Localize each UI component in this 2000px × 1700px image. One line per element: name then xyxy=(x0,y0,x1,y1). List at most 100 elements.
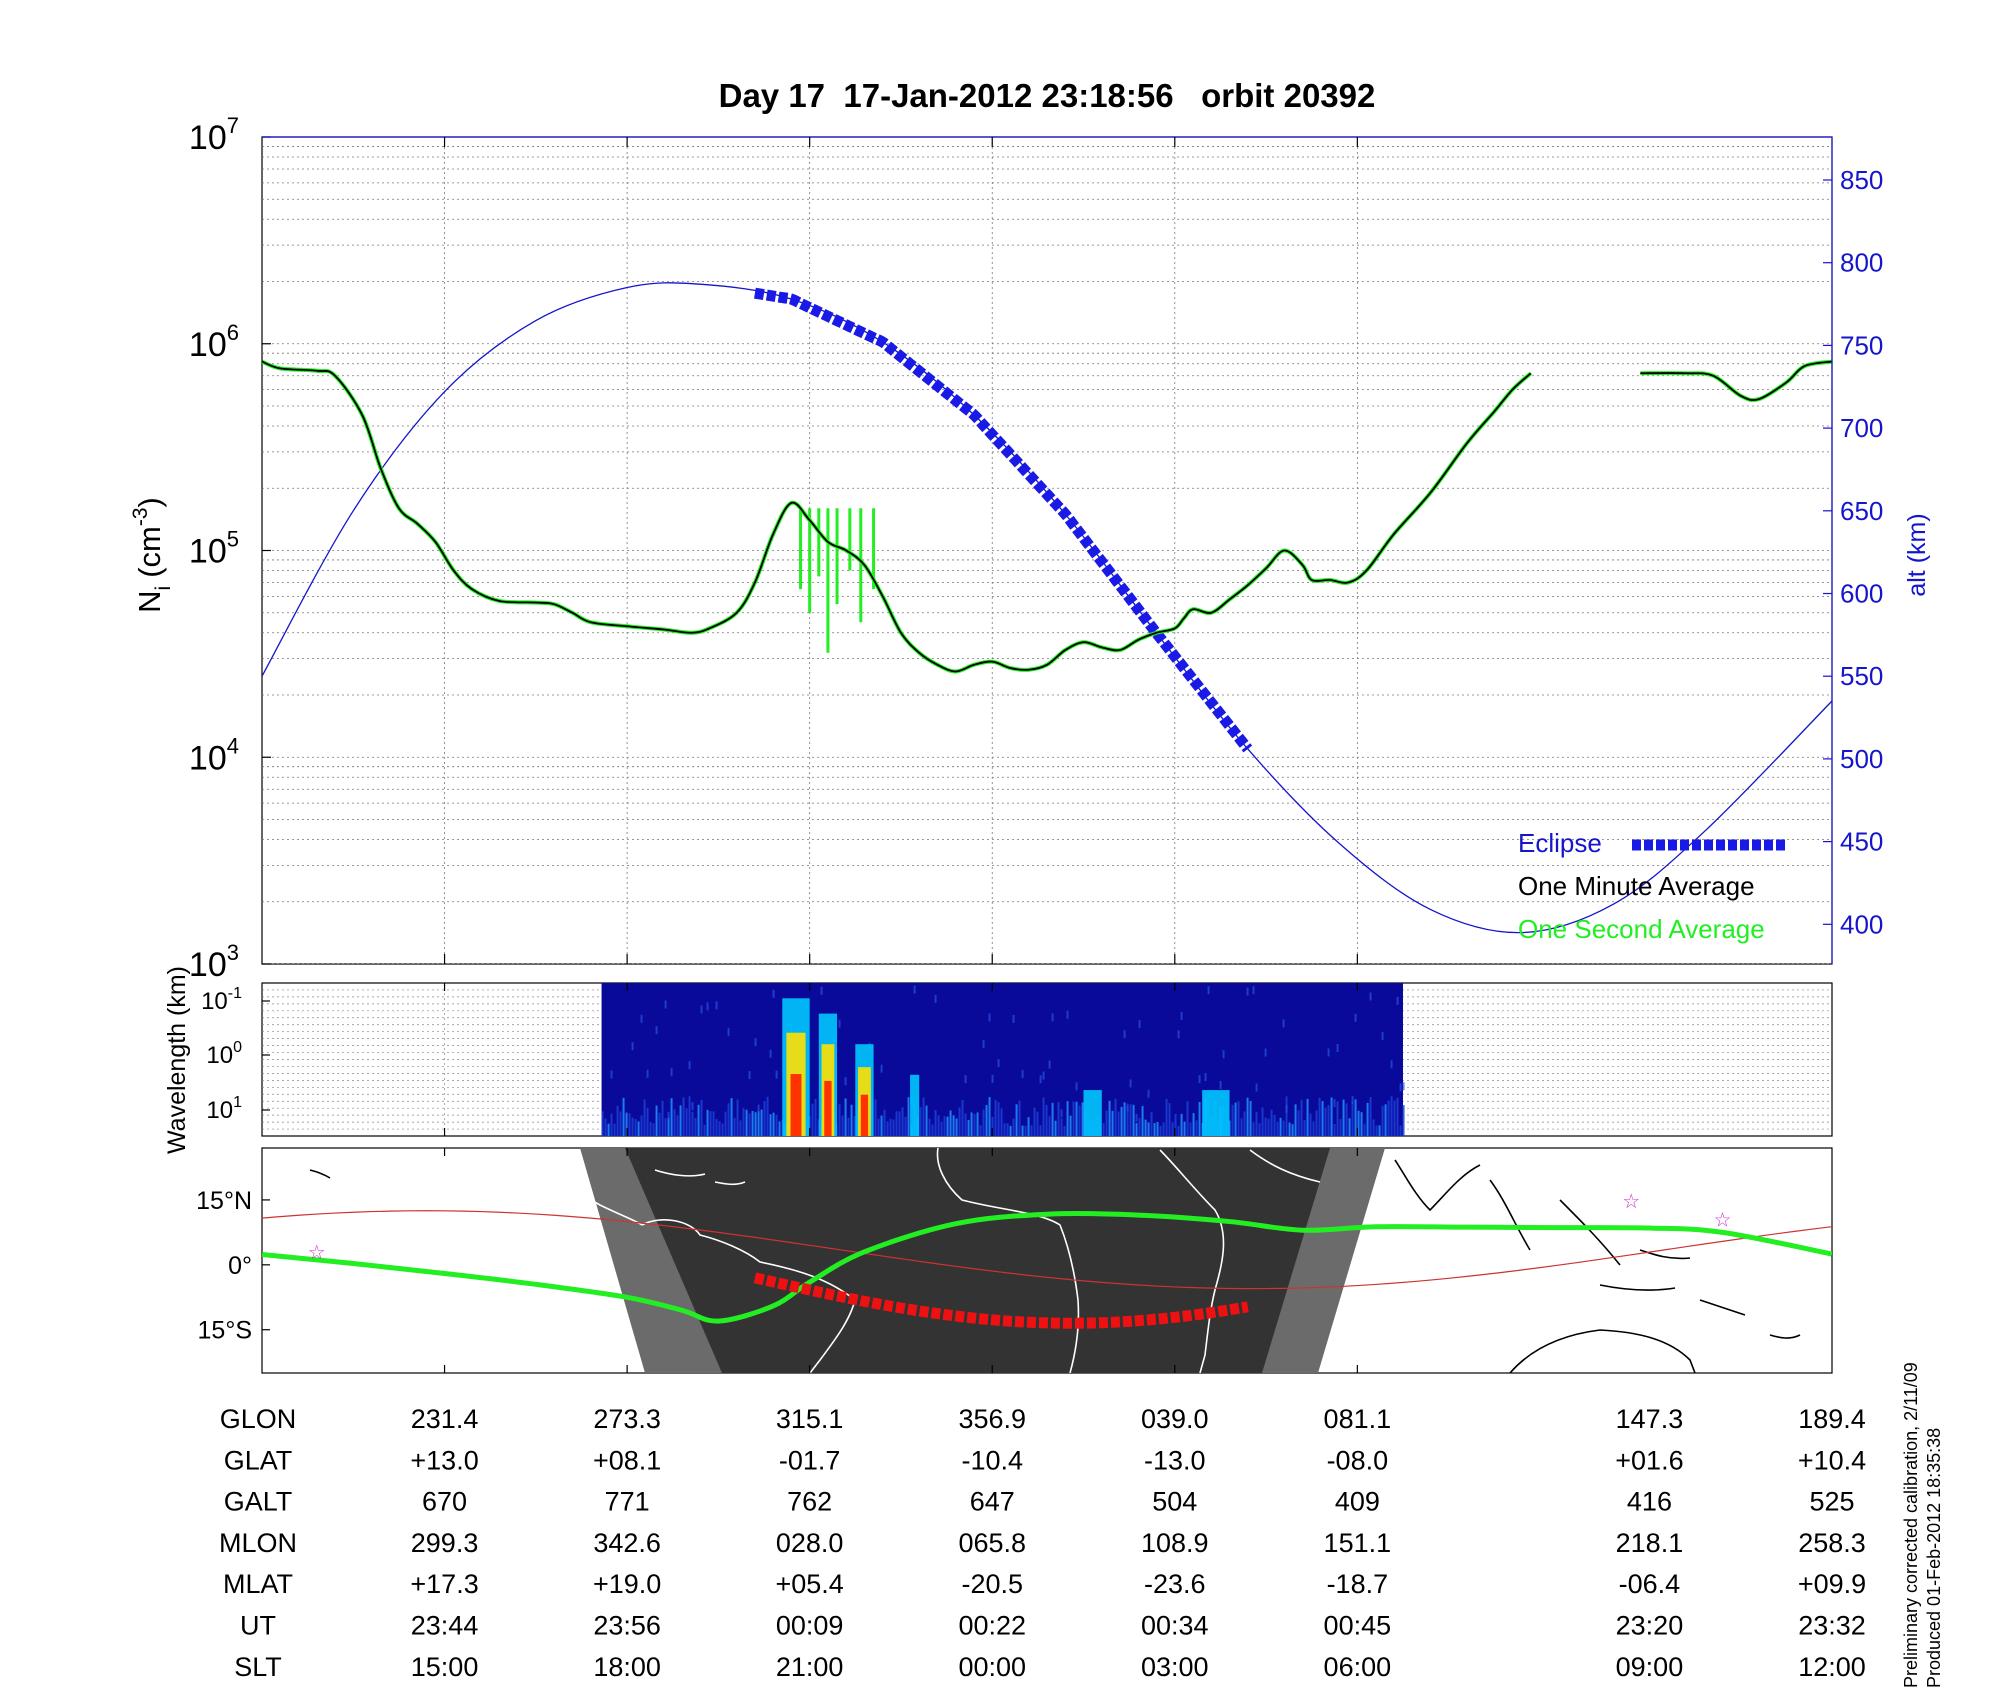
spectrogram-column xyxy=(763,1101,766,1136)
spectrogram-speckle xyxy=(610,1070,613,1079)
spectrogram-column xyxy=(715,1119,718,1136)
spectrogram-speckle xyxy=(1336,1044,1339,1053)
shared-x-ticks xyxy=(443,137,1358,1373)
spectrogram-column xyxy=(1378,1125,1381,1136)
spectrogram-speckle xyxy=(934,994,937,1003)
spectrogram-column xyxy=(646,1107,649,1136)
spectrogram-speckle xyxy=(670,1068,673,1077)
density-tick-label: 103 xyxy=(189,940,239,984)
table-cell: 147.3 xyxy=(1616,1404,1684,1434)
spectrogram-speckle xyxy=(748,1071,751,1080)
spectrogram-column xyxy=(718,1121,721,1136)
spectrogram-column xyxy=(850,1104,853,1136)
ion-density-panel: 103 104 105 106 107 400 450 500 550 600 650 700 750… xyxy=(129,113,1931,984)
spectrogram-burst xyxy=(1202,1090,1230,1136)
spectrogram-column xyxy=(610,1113,613,1136)
density-label-unit-pre: (cm xyxy=(132,526,167,578)
spectrogram-speckle xyxy=(757,1104,760,1113)
table-row-label: GLAT xyxy=(224,1445,293,1475)
spectrogram-column xyxy=(967,1119,970,1136)
table-cell: 258.3 xyxy=(1798,1528,1866,1558)
spectrogram-column xyxy=(949,1110,952,1136)
spectrogram-column xyxy=(712,1111,715,1136)
spectrogram-speckle xyxy=(1354,1013,1357,1022)
spectrogram-column xyxy=(961,1100,964,1136)
spectrogram-column xyxy=(601,1111,604,1136)
spectrogram-column xyxy=(772,1112,775,1136)
coastline-central-america xyxy=(547,1159,643,1226)
spectrogram-column xyxy=(661,1100,664,1136)
spectrogram-column xyxy=(724,1111,727,1136)
table-cell: +19.0 xyxy=(593,1569,661,1599)
spectrogram-speckle xyxy=(667,1111,670,1120)
coastline-australia xyxy=(1509,1329,1696,1373)
table-cell: 299.3 xyxy=(411,1528,479,1558)
spectrogram-column xyxy=(1246,1097,1249,1136)
wavelength-axis-label: Wavelength (km) xyxy=(163,966,191,1154)
spectrogram-column xyxy=(673,1109,676,1136)
spectrogram-speckle xyxy=(1126,1103,1129,1112)
spectrogram-column xyxy=(703,1124,706,1136)
spectrogram-column xyxy=(844,1098,847,1136)
table-cell: 356.9 xyxy=(958,1404,1026,1434)
table-cell: 525 xyxy=(1809,1487,1854,1517)
altitude-tick-label: 450 xyxy=(1840,827,1883,857)
spectrogram-column xyxy=(1330,1097,1333,1136)
spectrogram-column xyxy=(919,1107,922,1136)
spectrogram-column xyxy=(940,1121,943,1136)
spectrogram-column xyxy=(1354,1099,1357,1136)
altitude-tick-label: 550 xyxy=(1840,661,1883,691)
spectrogram-speckle xyxy=(769,1049,772,1058)
spectrogram-column xyxy=(1039,1125,1042,1136)
spectrogram-column xyxy=(625,1112,628,1136)
density-tick-label: 107 xyxy=(189,113,239,157)
spectrogram-column xyxy=(1279,1117,1282,1136)
spectrogram-column xyxy=(1132,1104,1135,1136)
spectrogram-column xyxy=(604,1118,607,1136)
one-minute-average-line xyxy=(1640,360,1832,401)
table-cell: 028.0 xyxy=(776,1528,844,1558)
spectrogram-column xyxy=(1357,1110,1360,1136)
wavelength-tick-label: 100 xyxy=(206,1039,242,1069)
density-label-unit-exp: -3 xyxy=(129,507,152,526)
spectrogram-column xyxy=(1288,1122,1291,1136)
coastline-south-america xyxy=(641,1219,856,1373)
spectrogram-column xyxy=(1003,1123,1006,1136)
density-left-axis: 103 104 105 106 107 xyxy=(189,113,271,984)
spectrogram-column xyxy=(898,1111,901,1136)
spectrogram-column xyxy=(1060,1118,1063,1136)
coastline-islands xyxy=(309,1169,1801,1339)
spectrogram-speckle xyxy=(964,1075,967,1084)
altitude-tick-label: 700 xyxy=(1840,413,1883,443)
spectrogram-column xyxy=(979,1125,982,1136)
table-cell: 03:00 xyxy=(1141,1652,1209,1682)
coastline-india-asia xyxy=(1394,1159,1531,1251)
spectrogram-column xyxy=(742,1107,745,1136)
spectrogram-speckle xyxy=(1060,1109,1063,1118)
altitude-tick-label: 400 xyxy=(1840,909,1883,939)
spectrogram-column xyxy=(1240,1118,1243,1136)
table-cell: 23:32 xyxy=(1798,1611,1866,1641)
spectrogram-column xyxy=(1183,1121,1186,1136)
spectrogram-speckle xyxy=(838,1019,841,1028)
spectrogram-column xyxy=(667,1117,670,1136)
table-cell: 670 xyxy=(422,1487,467,1517)
spectrogram-column xyxy=(1312,1121,1315,1136)
spectrogram-column xyxy=(1276,1121,1279,1136)
spectrogram-image xyxy=(601,983,1405,1136)
altitude-tick-label: 750 xyxy=(1840,330,1883,360)
spectrogram-column xyxy=(1054,1120,1057,1136)
spectrogram-column xyxy=(628,1113,631,1136)
spectrogram-column xyxy=(958,1107,961,1136)
spectrogram-column xyxy=(1393,1100,1396,1136)
table-cell: +17.3 xyxy=(410,1569,478,1599)
spectrogram-burst xyxy=(1083,1090,1102,1136)
spectrogram-column xyxy=(1114,1098,1117,1136)
spectrogram-column xyxy=(1033,1107,1036,1136)
spectrogram-burst-peak xyxy=(824,1080,832,1136)
table-cell: 00:22 xyxy=(958,1611,1026,1641)
spectrogram-speckle xyxy=(631,1042,634,1051)
spectrogram-column xyxy=(694,1118,697,1136)
spectrogram-speckle xyxy=(1012,1014,1015,1023)
table-row-label: GALT xyxy=(224,1487,293,1517)
